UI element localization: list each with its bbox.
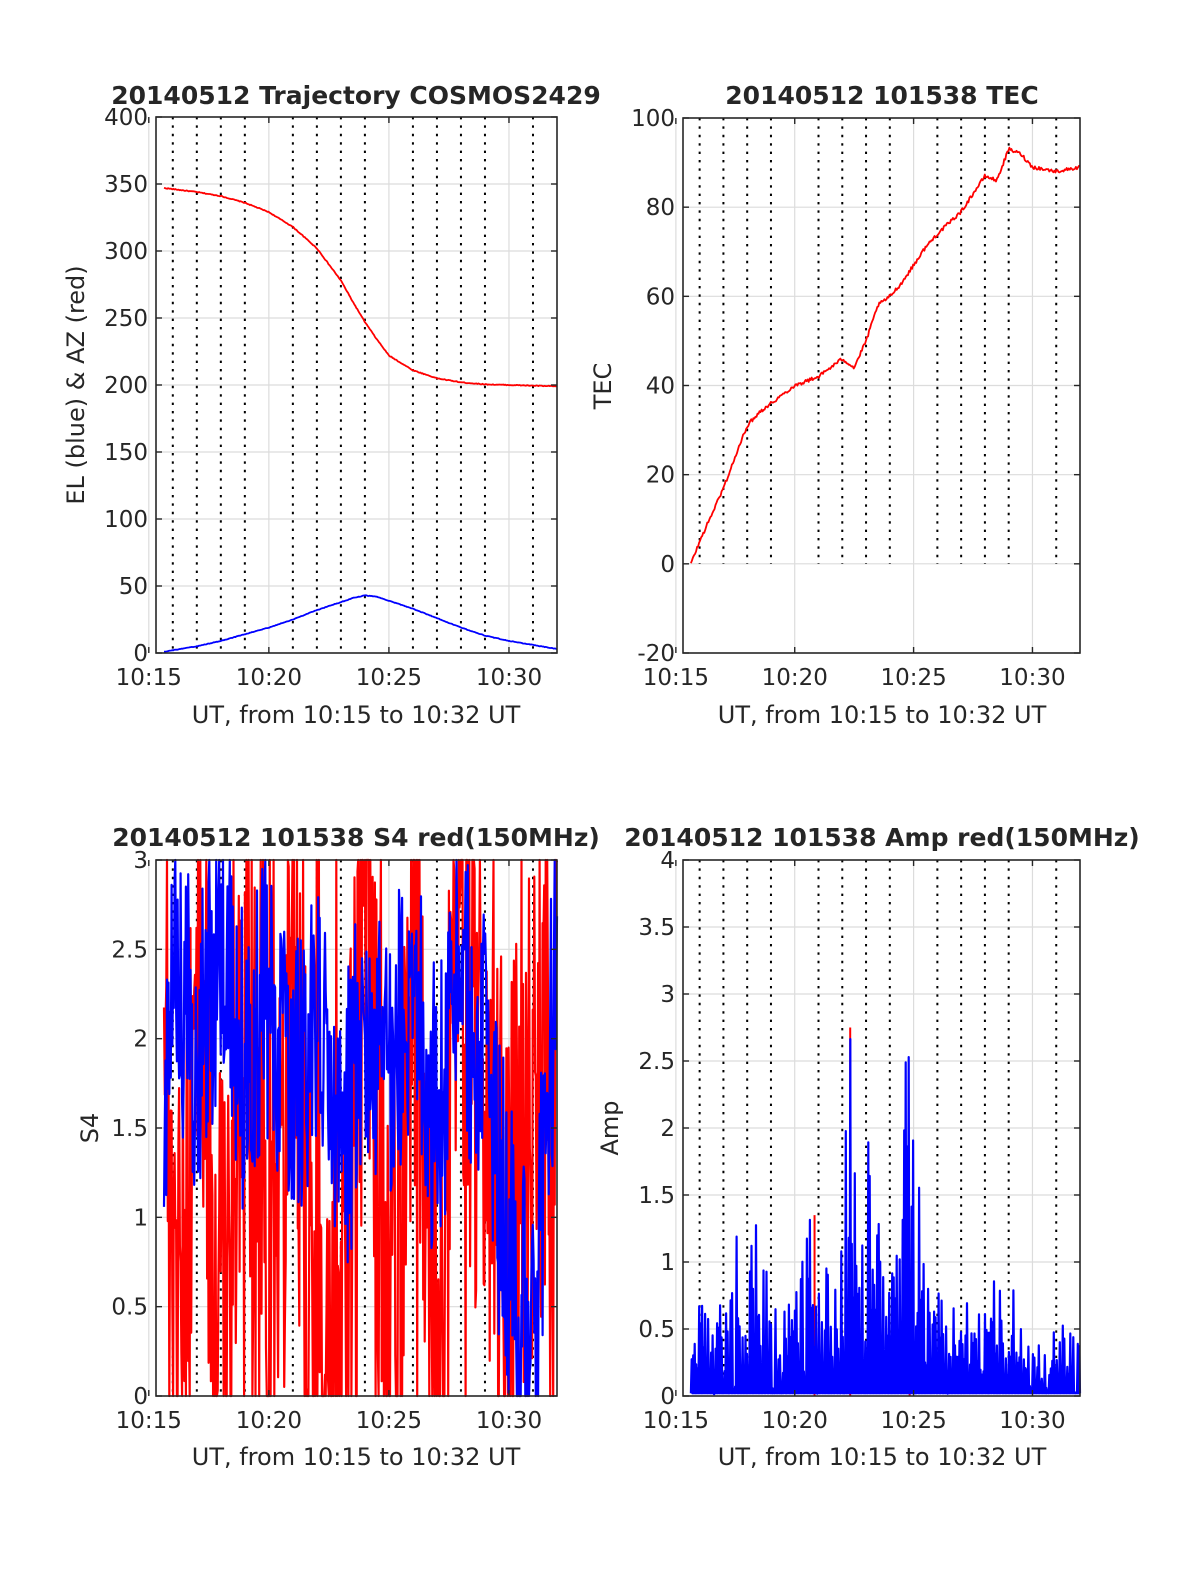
y-tick-label: -20 [637, 641, 675, 667]
y-tick-label: 20 [646, 463, 675, 489]
y-tick-label: 350 [104, 172, 148, 198]
y-tick-label: 0.5 [638, 1317, 675, 1343]
s4-chart: 20140512 101538 S4 red(150MHz) 0 0.5 1 1.5 2… [76, 823, 600, 1471]
x-tick-label: 10:20 [762, 1408, 828, 1434]
x-tick-label: 10:20 [762, 665, 828, 691]
blue-series-line [162, 858, 559, 1398]
y-tick-label: 60 [646, 284, 675, 310]
y-tick-label: 3 [133, 848, 148, 874]
chart-title: 20140512 101538 TEC [725, 81, 1038, 110]
y-tick-label: 250 [104, 306, 148, 332]
y-axis-label: EL (blue) & AZ (red) [62, 265, 90, 504]
x-tick-label: 10:15 [116, 665, 182, 691]
x-tick-label: 10:15 [643, 1408, 709, 1434]
y-tick-label: 3.5 [638, 915, 675, 941]
x-axis-label: UT, from 10:15 to 10:32 UT [718, 1443, 1047, 1471]
y-tick-label: 200 [104, 373, 148, 399]
y-tick-label: 1.5 [638, 1183, 675, 1209]
x-axis-label: UT, from 10:15 to 10:32 UT [192, 701, 521, 729]
y-tick-label: 1 [660, 1250, 675, 1276]
y-axis-label: S4 [76, 1113, 104, 1144]
red-series-line [163, 186, 558, 388]
y-tick-label: 0 [133, 1384, 148, 1410]
blue-series-line [689, 1037, 1082, 1396]
y-tick-label: 2.5 [638, 1049, 675, 1075]
y-tick-label: 0 [660, 552, 675, 578]
y-tick-label: 0 [133, 641, 148, 667]
x-axis-label: UT, from 10:15 to 10:32 UT [192, 1443, 521, 1471]
y-tick-label: 2.5 [111, 937, 148, 963]
y-tick-label: 0.5 [111, 1295, 148, 1321]
x-tick-label: 10:25 [356, 1408, 422, 1434]
x-tick-label: 10:25 [880, 1408, 946, 1434]
y-tick-label: 1 [133, 1205, 148, 1231]
y-tick-label: 4 [660, 848, 675, 874]
x-tick-label: 10:30 [476, 665, 542, 691]
y-tick-label: 0 [660, 1384, 675, 1410]
y-tick-label: 50 [119, 574, 148, 600]
tec-chart: 20140512 101538 TEC -20 0 20 40 60 80 100 10:15… [589, 81, 1081, 729]
x-tick-label: 10:25 [880, 665, 946, 691]
y-tick-label: 300 [104, 239, 148, 265]
y-tick-label: 100 [104, 507, 148, 533]
chart-title: 20140512 Trajectory COSMOS2429 [111, 81, 601, 110]
y-tick-label: 150 [104, 440, 148, 466]
red-series-line [690, 146, 1081, 564]
blue-series-line [164, 594, 558, 653]
y-tick-label: 40 [646, 374, 675, 400]
x-tick-label: 10:30 [476, 1408, 542, 1434]
y-tick-label: 100 [631, 106, 675, 132]
y-tick-label: 2 [660, 1116, 675, 1142]
x-tick-label: 10:30 [999, 665, 1065, 691]
chart-title: 20140512 101538 S4 red(150MHz) [112, 823, 600, 852]
chart-title: 20140512 101538 Amp red(150MHz) [624, 823, 1140, 852]
y-tick-label: 2 [133, 1027, 148, 1053]
amp-chart: 20140512 101538 Amp red(150MHz) 0 0.5 1 1.5… [596, 823, 1140, 1471]
trajectory-chart: 20140512 Trajectory COSMOS2429 0 50 100 150… [62, 81, 601, 729]
y-tick-label: 80 [646, 195, 675, 221]
y-tick-label: 1.5 [111, 1116, 148, 1142]
x-tick-label: 10:15 [116, 1408, 182, 1434]
y-tick-label: 3 [660, 982, 675, 1008]
x-tick-label: 10:30 [999, 1408, 1065, 1434]
y-tick-label: 400 [104, 105, 148, 131]
x-tick-label: 10:20 [236, 665, 302, 691]
x-tick-label: 10:25 [356, 665, 422, 691]
y-axis-label: TEC [589, 363, 617, 411]
x-tick-label: 10:15 [643, 665, 709, 691]
x-axis-label: UT, from 10:15 to 10:32 UT [718, 701, 1047, 729]
y-axis-label: Amp [596, 1100, 624, 1155]
x-tick-label: 10:20 [236, 1408, 302, 1434]
